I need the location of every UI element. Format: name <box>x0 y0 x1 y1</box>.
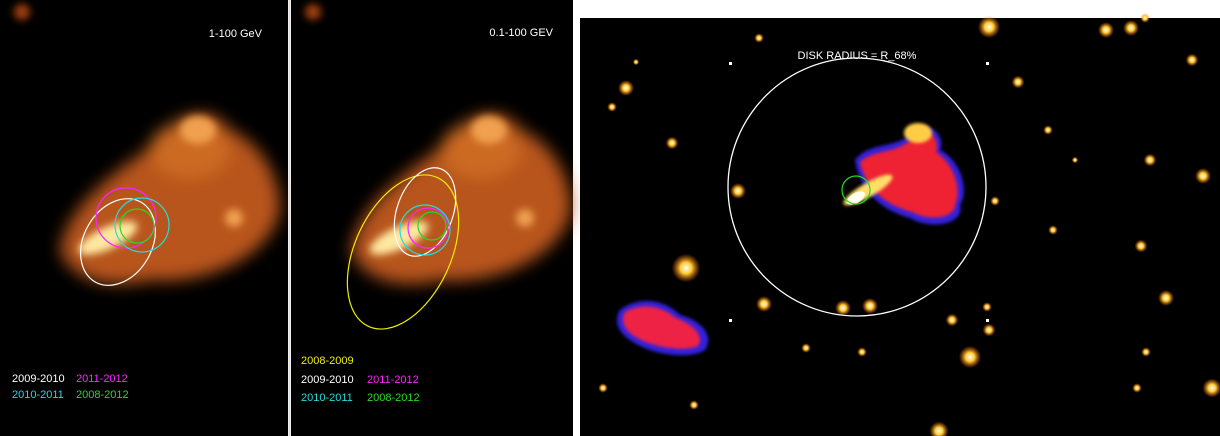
legend-entry: 2008-2012 <box>367 392 420 404</box>
legend-entry: 2011-2012 <box>76 373 128 385</box>
star <box>633 59 639 65</box>
legend-entry: 2010-2011 <box>12 389 64 401</box>
star <box>1072 157 1078 163</box>
star <box>862 298 878 314</box>
star <box>1012 76 1025 89</box>
star <box>983 324 996 337</box>
star <box>754 33 764 43</box>
star <box>959 346 981 368</box>
star <box>801 343 811 353</box>
star <box>689 400 699 410</box>
star <box>666 137 679 150</box>
legend-entry: 2008-2012 <box>76 389 129 401</box>
star <box>1141 347 1151 357</box>
legend-entry: 2008-2009 <box>301 355 354 367</box>
legend-entry: 2011-2012 <box>367 374 419 386</box>
star <box>1098 22 1114 38</box>
star <box>990 196 1000 206</box>
star <box>1195 168 1211 184</box>
star <box>756 296 772 312</box>
star <box>730 183 746 199</box>
star <box>1043 125 1053 135</box>
star <box>835 300 851 316</box>
star <box>1158 290 1174 306</box>
star <box>946 314 959 327</box>
star <box>857 347 867 357</box>
star <box>598 383 608 393</box>
star <box>607 102 617 112</box>
legend-entry: 2009-2010 <box>301 374 354 386</box>
star <box>1144 154 1157 167</box>
energy-label: 0.1-100 GEV <box>489 27 553 39</box>
panel-3 <box>580 18 1220 436</box>
star <box>978 16 1000 38</box>
star <box>618 80 634 96</box>
figure: 1-100 GeV 0.1-100 GEV DISK RADIUS = R_68… <box>0 0 1220 436</box>
star <box>1140 13 1150 23</box>
star <box>1186 54 1199 67</box>
star <box>672 254 701 283</box>
energy-label: 1-100 GeV <box>209 28 263 40</box>
star <box>1132 383 1142 393</box>
star <box>1048 225 1058 235</box>
disk-radius-label: DISK RADIUS = R_68% <box>798 50 917 62</box>
legend-entry: 2009-2010 <box>12 373 65 385</box>
legend-entry: 2010-2011 <box>301 392 353 404</box>
star <box>982 302 992 312</box>
star <box>1135 240 1148 253</box>
star <box>1123 20 1139 36</box>
